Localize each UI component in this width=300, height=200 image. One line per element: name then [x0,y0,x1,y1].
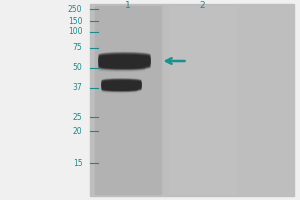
Ellipse shape [99,60,150,65]
Ellipse shape [102,87,137,90]
Ellipse shape [99,59,150,63]
Ellipse shape [99,64,145,67]
Ellipse shape [102,87,141,91]
Ellipse shape [102,89,137,91]
Ellipse shape [102,88,137,90]
Ellipse shape [99,53,150,57]
Ellipse shape [102,82,141,86]
Ellipse shape [99,57,150,62]
Ellipse shape [99,61,150,66]
Text: 2: 2 [200,0,205,9]
Ellipse shape [102,88,141,91]
Ellipse shape [99,66,145,69]
Ellipse shape [99,61,150,65]
Text: 15: 15 [73,158,82,168]
Ellipse shape [99,63,145,67]
Ellipse shape [102,80,141,83]
Ellipse shape [99,63,150,68]
Ellipse shape [102,81,141,84]
Ellipse shape [99,65,150,70]
Ellipse shape [102,82,141,85]
Ellipse shape [99,55,150,59]
Bar [169,6,236,194]
Ellipse shape [102,83,141,86]
Ellipse shape [99,66,145,69]
Ellipse shape [99,56,150,60]
Ellipse shape [102,79,141,82]
Ellipse shape [102,79,141,82]
Text: 100: 100 [68,27,83,36]
Ellipse shape [102,88,137,90]
Ellipse shape [102,85,141,88]
Ellipse shape [102,88,137,90]
Text: 25: 25 [73,112,82,121]
Ellipse shape [99,54,150,59]
Ellipse shape [102,86,141,89]
Ellipse shape [99,64,145,68]
Ellipse shape [99,62,150,67]
Ellipse shape [102,82,141,86]
Ellipse shape [102,86,141,89]
Text: 50: 50 [73,64,82,72]
Ellipse shape [99,64,150,68]
Ellipse shape [102,83,141,87]
Ellipse shape [99,60,150,64]
Ellipse shape [102,87,141,90]
Ellipse shape [99,58,150,63]
Ellipse shape [102,87,141,90]
Ellipse shape [102,88,141,91]
Ellipse shape [99,63,150,68]
Ellipse shape [99,59,150,63]
Ellipse shape [102,80,141,84]
Ellipse shape [102,85,141,89]
Ellipse shape [102,84,141,87]
Bar [90,4,294,196]
Ellipse shape [102,79,141,83]
Ellipse shape [99,65,150,69]
Ellipse shape [99,53,150,58]
Ellipse shape [99,54,150,58]
Text: 75: 75 [73,44,82,52]
Ellipse shape [99,52,150,57]
Ellipse shape [102,88,137,91]
Ellipse shape [99,64,150,69]
Ellipse shape [102,80,141,83]
Ellipse shape [99,58,150,62]
Ellipse shape [102,83,141,87]
Ellipse shape [102,81,141,85]
Text: 150: 150 [68,17,83,25]
Ellipse shape [99,64,145,67]
Ellipse shape [99,65,145,68]
Ellipse shape [102,87,137,89]
Text: 20: 20 [73,127,82,136]
Ellipse shape [102,85,141,89]
Text: 37: 37 [73,83,82,92]
Ellipse shape [102,87,137,89]
Ellipse shape [99,65,145,68]
Ellipse shape [99,62,150,66]
Ellipse shape [99,59,150,64]
Ellipse shape [99,66,145,69]
Ellipse shape [102,84,141,88]
Ellipse shape [99,56,150,61]
Ellipse shape [99,54,150,59]
Ellipse shape [99,55,150,60]
Ellipse shape [102,81,141,84]
Ellipse shape [99,63,150,67]
Ellipse shape [102,84,141,88]
Bar [94,6,160,194]
Text: 250: 250 [68,4,83,14]
Ellipse shape [102,81,141,85]
Ellipse shape [102,86,141,90]
Ellipse shape [99,57,150,61]
Text: 1: 1 [124,0,130,9]
